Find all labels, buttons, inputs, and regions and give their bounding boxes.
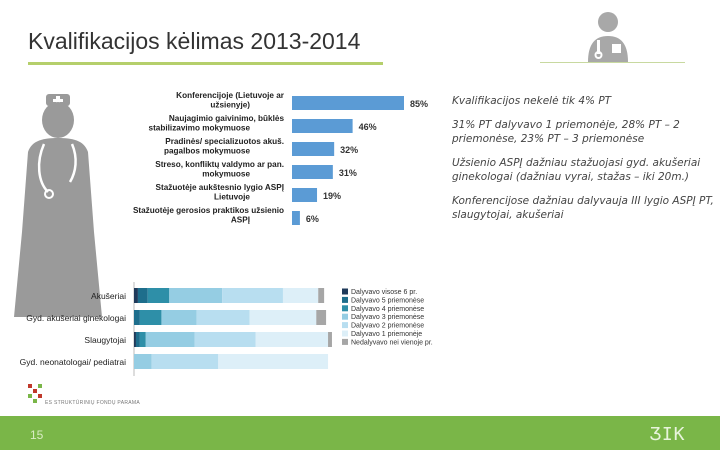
stack-segment [194,332,256,347]
bar [292,142,335,156]
legend-label: Nedalyvavo nei vienoje pr. [351,339,433,346]
title-underline [28,62,383,65]
esf-caption: ES STRUKTŪRINIŲ FONDŲ PARAMA [45,400,140,406]
stack-segment [147,288,170,303]
value-label: 32% [340,145,358,155]
slide-title: Kvalifikacijos kėlimas 2013-2014 [28,28,361,54]
category-label: Gyd. akušeriai ginekologai [26,313,126,323]
legend-label: Dalyvavo 4 priemonėse [351,306,424,313]
bar [292,188,318,202]
legend-swatch [342,296,348,303]
stack-segment [134,310,140,325]
category-label: Slaugytojai [84,335,126,345]
value-label: 6% [306,214,319,224]
category-label: Streso, konfliktų valdymo ar pan. mokymuo… [155,160,284,179]
legend-label: Dalyvavo 2 priemonėse [351,323,424,330]
stack-segment [151,354,219,369]
page-number: 15 [30,428,44,442]
stack-segment [134,332,136,347]
stack-segment [134,354,152,369]
stack-segment [282,288,319,303]
category-label: Stažuotėje gerosios praktikos užsienio AS… [133,206,284,225]
stack-segment [139,310,162,325]
stack-segment [196,310,250,325]
stack-segment [328,332,332,347]
stack-segment [318,288,325,303]
bar [292,119,353,133]
legend-swatch [342,330,348,337]
stack-segment [249,310,317,325]
value-label: 31% [339,168,357,178]
legend-swatch [342,338,348,345]
note-3: Užsienio ASPĮ dažniau stažuojasi gyd. ak… [452,157,701,183]
stack-segment [137,288,148,303]
bar [292,165,333,179]
legend-swatch [342,313,348,320]
note-4: Konferencijose dažniau dalyvauja III lyg… [452,195,714,221]
nurse-silhouette-icon [14,94,102,317]
stack-segment [218,354,329,369]
notes-panel: Kvalifikacijos nekelė tik 4% PT 31% PT d… [452,94,717,232]
logo-underline [540,62,685,63]
legend-label: Dalyvavo 3 priemonėse [351,314,424,321]
stack-segment [145,332,195,347]
legend-swatch [342,322,348,329]
note-1: Kvalifikacijos nekelė tik 4% PT [452,95,612,107]
stack-segment [255,332,329,347]
value-label: 85% [410,99,428,109]
stack-segment [135,332,140,347]
bar [292,211,300,225]
footer-logo: ƷIK [650,424,686,445]
stack-segment [134,288,138,303]
legend-label: Dalyvavo 1 priemonėje [351,331,422,338]
doctor-icon [588,12,628,62]
legend-swatch [342,305,348,312]
category-label: Stažuotėje aukštesnio lygio ASPĮ Lietuvoj… [156,183,284,202]
value-label: 19% [323,191,341,201]
category-label: Naujagimio gaivinimo, būklės stabilizavim… [149,114,285,133]
stack-segment [139,332,146,347]
esf-logo-icon [28,384,42,403]
category-label: Pradinės/ specializuotos akuš. pagalbos m… [164,137,284,156]
chart-participation-by-activity: Konferencijoje (Lietuvoje ar užsienyje) 85… [133,91,428,225]
legend-swatch [342,288,348,295]
note-2: 31% PT dalyvavo 1 priemonėje, 28% PT – 2… [452,119,680,145]
stack-segment [222,288,283,303]
category-label: Konferencijoje (Lietuvoje ar užsienyje) [176,91,285,110]
stack-segment [169,288,223,303]
footer-bar: 15 ƷIK [0,416,720,450]
value-label: 46% [359,122,377,132]
legend-label: Dalyvavo 5 priemonėse [351,297,424,304]
stack-segment [316,310,327,325]
legend-label: Dalyvavo visose 6 pr. [351,289,417,296]
chart-participation-by-profession: Akušeriai Gyd. akušeriai ginekologai Slaug… [20,282,433,376]
category-label: Gyd. neonatologai/ pediatrai [20,357,126,367]
category-label: Akušeriai [91,291,126,301]
stack-segment [161,310,197,325]
bar [292,96,404,110]
